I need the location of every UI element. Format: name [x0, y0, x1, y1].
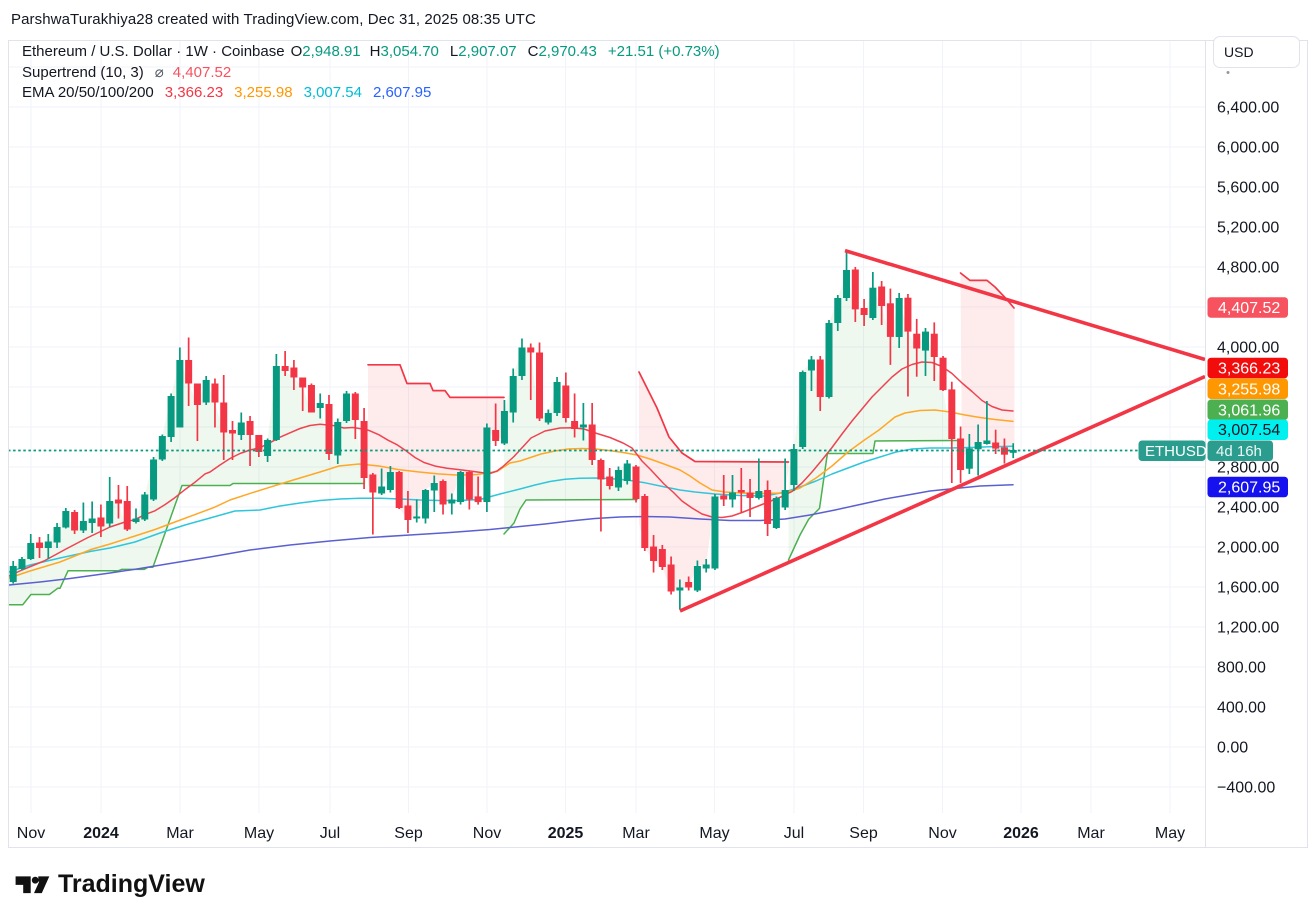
svg-text:2,800.00: 2,800.00 — [1217, 460, 1279, 477]
svg-text:3,007.54: 3,007.54 — [1218, 422, 1280, 439]
svg-text:Mar: Mar — [622, 825, 650, 842]
svg-text:2025: 2025 — [548, 825, 584, 842]
svg-text:May: May — [244, 825, 274, 842]
svg-text:3,366.23: 3,366.23 — [1218, 361, 1280, 378]
svg-text:2026: 2026 — [1003, 825, 1039, 842]
svg-text:Mar: Mar — [166, 825, 194, 842]
svg-text:Sep: Sep — [849, 825, 878, 842]
svg-text:400.00: 400.00 — [1217, 700, 1266, 717]
svg-text:4d 16h: 4d 16h — [1216, 443, 1262, 460]
svg-text:ETHUSD: ETHUSD — [1145, 443, 1207, 460]
svg-text:Mar: Mar — [1077, 825, 1105, 842]
svg-text:2,400.00: 2,400.00 — [1217, 500, 1279, 517]
svg-text:Nov: Nov — [928, 825, 956, 842]
svg-text:3,255.98: 3,255.98 — [1218, 381, 1280, 398]
svg-text:1,600.00: 1,600.00 — [1217, 580, 1279, 597]
svg-text:Sep: Sep — [394, 825, 423, 842]
svg-text:2,000.00: 2,000.00 — [1217, 540, 1279, 557]
svg-text:1,200.00: 1,200.00 — [1217, 620, 1279, 637]
svg-text:4,800.00: 4,800.00 — [1217, 260, 1279, 277]
svg-text:Jul: Jul — [320, 825, 340, 842]
svg-text:−400.00: −400.00 — [1217, 780, 1275, 797]
svg-text:Nov: Nov — [473, 825, 501, 842]
svg-text:Nov: Nov — [17, 825, 45, 842]
svg-text:4,000.00: 4,000.00 — [1217, 340, 1279, 357]
svg-text:2024: 2024 — [83, 825, 119, 842]
svg-text:5,600.00: 5,600.00 — [1217, 180, 1279, 197]
svg-text:5,200.00: 5,200.00 — [1217, 220, 1279, 237]
svg-text:May: May — [1155, 825, 1185, 842]
svg-text:May: May — [699, 825, 729, 842]
svg-text:0.00: 0.00 — [1217, 740, 1248, 757]
svg-text:800.00: 800.00 — [1217, 660, 1266, 677]
svg-text:3,061.96: 3,061.96 — [1218, 402, 1280, 419]
svg-text:6,400.00: 6,400.00 — [1217, 100, 1279, 117]
svg-text:Jul: Jul — [784, 825, 804, 842]
svg-text:6,000.00: 6,000.00 — [1217, 140, 1279, 157]
svg-text:4,407.52: 4,407.52 — [1218, 300, 1280, 317]
svg-text:2,607.95: 2,607.95 — [1218, 480, 1280, 497]
